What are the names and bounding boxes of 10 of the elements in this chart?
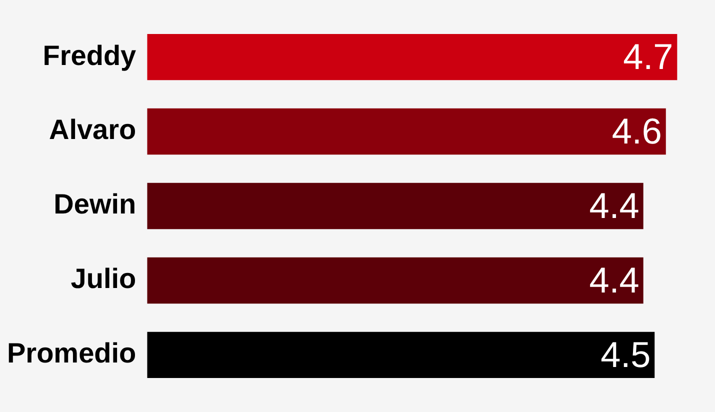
y-tick-label: Julio: [70, 263, 136, 294]
y-tick-label: Promedio: [6, 338, 136, 369]
data-label: 4.5: [600, 334, 651, 375]
y-tick-label: Alvaro: [48, 114, 136, 146]
data-label: 4.4: [589, 259, 640, 300]
data-label: 4.7: [623, 36, 674, 77]
data-label: 4.6: [612, 110, 662, 152]
data-label: 4.4: [589, 184, 640, 226]
y-tick-label: Freddy: [42, 40, 137, 71]
y-tick-label: Dewin: [54, 188, 136, 220]
